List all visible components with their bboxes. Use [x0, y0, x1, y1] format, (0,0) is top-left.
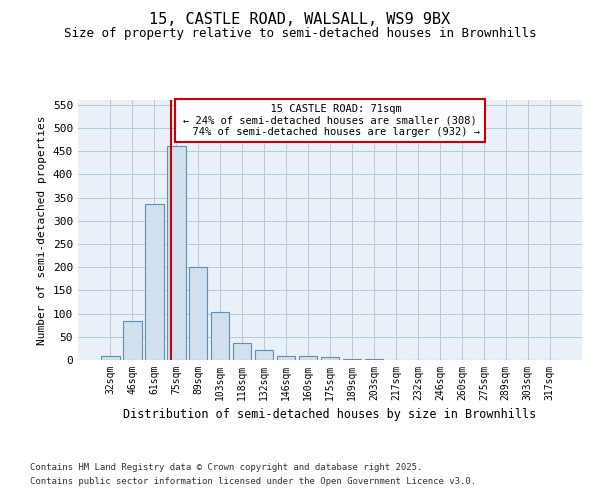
- Bar: [233, 343, 251, 360]
- Text: 15 CASTLE ROAD: 71sqm
← 24% of semi-detached houses are smaller (308)
  74% of s: 15 CASTLE ROAD: 71sqm ← 24% of semi-deta…: [180, 104, 480, 137]
- Text: Contains public sector information licensed under the Open Government Licence v3: Contains public sector information licen…: [30, 477, 476, 486]
- Bar: [211, 312, 229, 360]
- Bar: [145, 204, 164, 360]
- Bar: [167, 146, 185, 360]
- Y-axis label: Number of semi-detached properties: Number of semi-detached properties: [37, 116, 47, 345]
- Text: 15, CASTLE ROAD, WALSALL, WS9 9BX: 15, CASTLE ROAD, WALSALL, WS9 9BX: [149, 12, 451, 28]
- Text: Contains HM Land Registry data © Crown copyright and database right 2025.: Contains HM Land Registry data © Crown c…: [30, 464, 422, 472]
- Bar: [123, 322, 142, 360]
- Bar: [101, 356, 119, 360]
- Bar: [299, 356, 317, 360]
- X-axis label: Distribution of semi-detached houses by size in Brownhills: Distribution of semi-detached houses by …: [124, 408, 536, 422]
- Bar: [343, 359, 361, 360]
- Bar: [255, 350, 274, 360]
- Bar: [189, 267, 208, 360]
- Bar: [277, 356, 295, 360]
- Text: Size of property relative to semi-detached houses in Brownhills: Size of property relative to semi-detach…: [64, 28, 536, 40]
- Bar: [320, 357, 340, 360]
- Bar: [365, 359, 383, 360]
